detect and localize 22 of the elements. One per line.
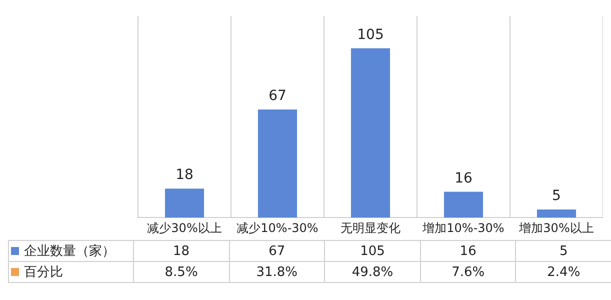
- data-label: 16: [420, 240, 516, 262]
- x-tick-label: 增加10%-30%: [422, 220, 504, 235]
- data-label: 49.8%: [324, 262, 420, 282]
- x-tick-label: 无明显变化: [340, 220, 400, 235]
- x-tick-label: 增加30%以上: [518, 220, 594, 235]
- text: 5: [552, 188, 561, 204]
- data-label: 105: [324, 240, 420, 262]
- text: 67: [268, 88, 286, 104]
- data-label: 5: [516, 240, 611, 262]
- x-tick-label: 减少30%以上: [147, 220, 222, 235]
- data-label: 31.8%: [229, 262, 325, 282]
- legend-label: 百分比: [24, 265, 63, 280]
- text: 18: [176, 167, 194, 184]
- text: 105: [357, 26, 384, 43]
- data-label: 67: [229, 240, 325, 262]
- text: 16: [454, 170, 472, 186]
- x-tick-label: 减少10%-30%: [236, 220, 318, 235]
- data-label: 18: [134, 240, 230, 262]
- data-label: 7.6%: [420, 262, 516, 282]
- legend-label: 企业数量（家）: [24, 244, 115, 259]
- data-label: 2.4%: [516, 262, 611, 282]
- data-label: 8.5%: [134, 262, 230, 282]
